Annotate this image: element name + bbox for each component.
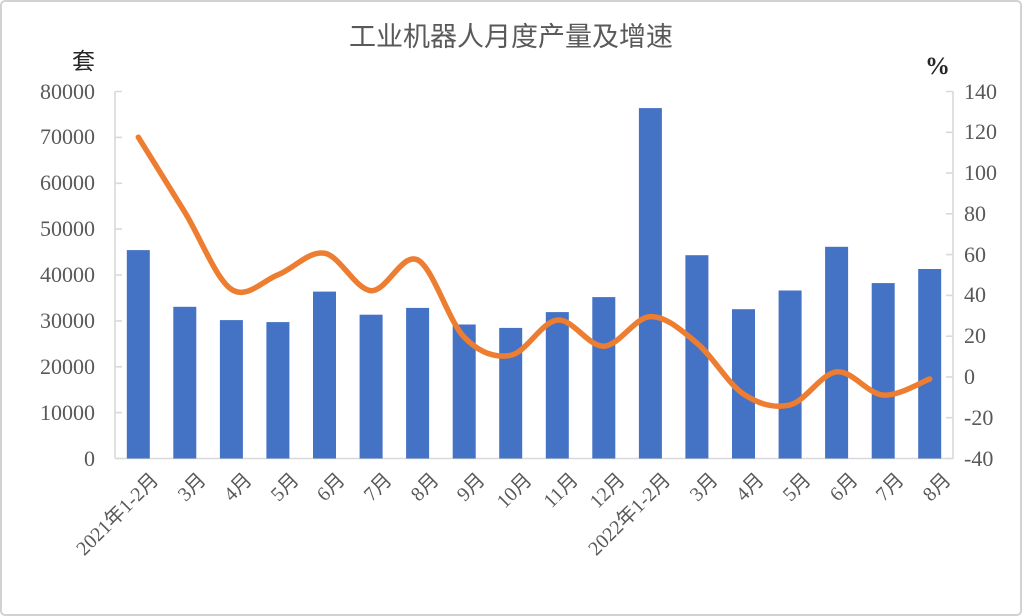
left-axis-tick-label: 60000	[40, 170, 95, 195]
production-bar-12	[638, 108, 662, 459]
right-axis-tick-label: 40	[964, 282, 986, 307]
production-bar-8	[452, 324, 476, 459]
right-axis-tick-label: 100	[964, 160, 997, 185]
left-axis-tick-label: 70000	[40, 124, 95, 149]
left-axis-tick-label: 80000	[40, 79, 95, 104]
right-axis-tick-label: -20	[964, 405, 994, 430]
left-axis-tick-label: 50000	[40, 216, 95, 241]
right-axis-tick-label: 20	[964, 323, 986, 348]
left-axis-tick-label: 40000	[40, 262, 95, 287]
right-axis-tick-label: 140	[964, 79, 997, 104]
production-bar-6	[359, 314, 383, 459]
production-bar-13	[685, 255, 709, 459]
left-axis-tick-label: 10000	[40, 400, 95, 425]
production-bar-15	[778, 290, 802, 459]
left-axis-tick-label: 0	[84, 446, 95, 471]
production-bar-1	[126, 250, 150, 459]
right-axis-tick-label: 0	[964, 364, 975, 389]
production-bar-2	[173, 306, 197, 459]
left-axis-tick-label: 20000	[40, 354, 95, 379]
chart-title: 工业机器人月度产量及增速	[349, 22, 673, 52]
production-bar-17	[871, 283, 895, 459]
right-axis-tick-label: 120	[964, 119, 997, 144]
growth-rate-line	[135, 134, 933, 409]
right-axis-tick-label: 80	[964, 201, 986, 226]
production-bar-14	[732, 309, 755, 459]
right-axis-tick-label: 60	[964, 242, 986, 267]
production-bar-9	[499, 327, 523, 459]
production-bar-5	[313, 291, 336, 459]
left-axis-line	[114, 90, 122, 460]
left-axis-unit-label: 套	[72, 49, 95, 74]
production-bar-7	[406, 307, 430, 459]
right-axis-tick-label: -40	[964, 446, 994, 471]
production-bar-3	[219, 320, 243, 459]
production-bar-18	[918, 269, 942, 459]
right-axis-line	[946, 90, 954, 460]
production-bar-4	[266, 322, 290, 459]
production-bar-10	[545, 312, 569, 459]
production-bar-11	[592, 297, 616, 459]
right-axis-unit-label: %	[925, 53, 950, 80]
left-axis-tick-label: 30000	[40, 308, 95, 333]
production-bar-16	[825, 246, 849, 459]
